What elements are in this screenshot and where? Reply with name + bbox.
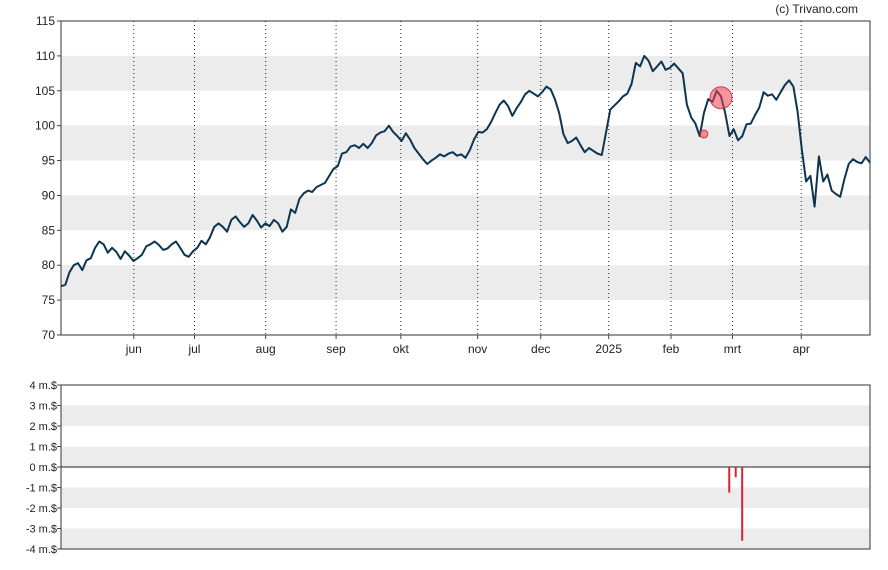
y-tick-label: 105: [35, 84, 55, 98]
trade-marker: [709, 86, 733, 110]
grid-band: [61, 405, 870, 426]
y-tick-label: 95: [42, 154, 56, 168]
y-tick-label: 110: [36, 49, 55, 63]
y-tick-label: 2 m.$: [29, 421, 57, 433]
x-tick-label: mrt: [724, 342, 742, 356]
y-tick-label: 1 m.$: [29, 442, 57, 454]
y-tick-label: 90: [42, 188, 56, 202]
y-tick-label: -1 m.$: [26, 483, 57, 495]
grid-band: [61, 125, 870, 161]
x-tick-label: sep: [326, 342, 346, 356]
price-panel: jun jul aug sep okt nov dec 2025 feb mrt apr 70 75 80…: [35, 14, 871, 356]
y-tick-label: 0 m.$: [29, 462, 57, 474]
y-tick-label: 85: [42, 223, 56, 237]
grid-band: [61, 446, 870, 467]
volume-panel: 4 m.$ 3 m.$ 2 m.$ 1 m.$ 0 m.$ -1 m.$ -2 m.$ -3 …: [26, 380, 871, 556]
grid-band: [61, 487, 870, 508]
y-tick-label: 4 m.$: [29, 380, 57, 392]
y-tick-label: 3 m.$: [29, 401, 57, 413]
grid-band: [61, 265, 870, 301]
price-frame: [60, 20, 871, 336]
y-tick-label: -2 m.$: [26, 503, 57, 515]
trade-marker: [699, 129, 709, 139]
x-tick-label: nov: [468, 342, 487, 356]
grid-band: [61, 195, 870, 231]
x-tick-label: okt: [393, 342, 410, 356]
x-tick-label: aug: [256, 342, 276, 356]
x-tick-label: dec: [531, 342, 550, 356]
y-tick-label: 115: [36, 14, 55, 28]
x-tick-label: feb: [663, 342, 680, 356]
y-tick-label: 100: [35, 119, 55, 133]
x-tick-label: 2025: [595, 342, 622, 356]
y-tick-label: 75: [42, 293, 56, 307]
y-tick-label: -4 m.$: [26, 544, 57, 556]
y-tick-label: 70: [42, 328, 56, 342]
grid-band: [61, 55, 870, 91]
x-tick-label: apr: [793, 342, 810, 356]
grid-band: [61, 528, 870, 549]
y-tick-label: 80: [42, 258, 56, 272]
y-tick-label: -3 m.$: [26, 524, 57, 536]
x-tick-label: jul: [187, 342, 200, 356]
x-tick-label: jun: [125, 342, 142, 356]
price-line: [60, 54, 871, 288]
copyright-text: (c) Trivano.com: [775, 2, 858, 16]
